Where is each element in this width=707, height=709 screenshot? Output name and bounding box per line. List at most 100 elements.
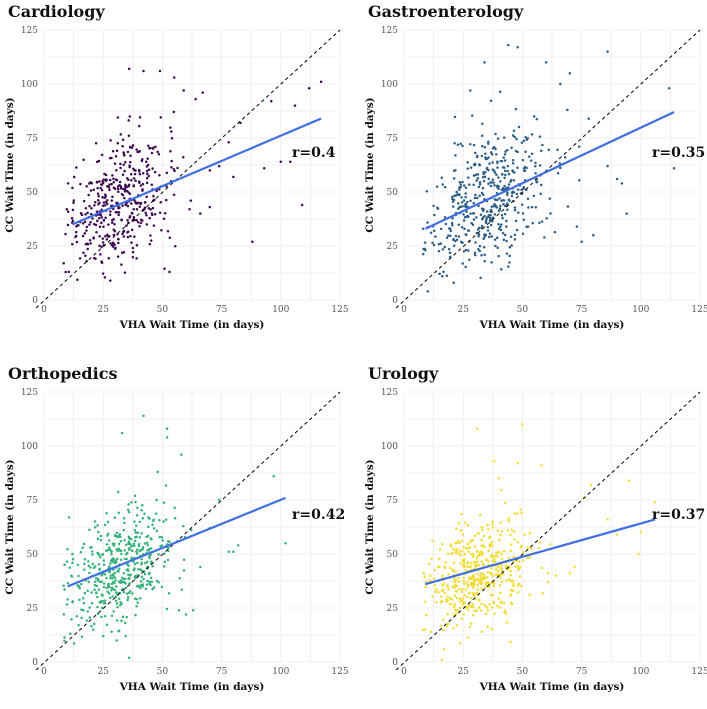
data-point <box>498 606 501 609</box>
data-point <box>66 210 70 214</box>
data-point <box>507 183 511 186</box>
data-point <box>227 141 230 144</box>
data-point <box>120 431 124 435</box>
data-point <box>432 243 436 247</box>
data-point <box>506 186 510 189</box>
data-point <box>526 197 530 201</box>
data-point <box>503 153 507 156</box>
data-point <box>468 625 472 629</box>
x-tick-label: 50 <box>517 667 529 677</box>
data-point <box>496 529 500 532</box>
data-point <box>89 189 93 192</box>
data-point <box>483 61 486 64</box>
data-point <box>136 506 139 510</box>
identity-line <box>35 29 341 309</box>
data-point <box>530 546 533 550</box>
data-point <box>135 219 138 222</box>
data-point <box>511 162 515 165</box>
data-point <box>107 184 110 188</box>
data-point <box>492 581 496 585</box>
data-point <box>108 213 112 217</box>
data-point <box>110 589 113 592</box>
data-point <box>497 176 500 179</box>
data-point <box>125 615 129 619</box>
data-point <box>123 169 126 173</box>
data-point <box>462 560 465 563</box>
data-point <box>481 209 485 213</box>
data-point <box>480 134 484 137</box>
data-point <box>109 139 112 142</box>
data-point <box>435 588 438 591</box>
data-point <box>521 423 524 426</box>
data-point <box>497 187 500 190</box>
data-point <box>115 149 119 152</box>
data-point <box>182 155 185 159</box>
data-point <box>426 290 429 293</box>
data-point <box>86 610 89 613</box>
x-tick-label: 0 <box>401 667 407 677</box>
data-point <box>466 581 469 584</box>
data-point <box>475 216 478 219</box>
data-point <box>476 549 479 552</box>
data-point <box>116 185 120 188</box>
data-point <box>486 225 490 229</box>
data-point <box>96 595 99 599</box>
data-point <box>452 244 456 247</box>
data-point <box>432 229 436 232</box>
data-point <box>496 555 499 558</box>
data-point <box>158 535 162 539</box>
data-point <box>482 534 486 538</box>
x-tick-label: 100 <box>272 305 289 315</box>
data-point <box>540 566 544 570</box>
data-point <box>132 544 136 548</box>
data-point <box>180 588 184 592</box>
data-point <box>141 182 145 186</box>
data-point <box>437 249 441 253</box>
x-tick-label: 50 <box>157 305 169 315</box>
data-point <box>467 229 471 232</box>
data-point <box>131 246 135 250</box>
data-point <box>71 219 75 223</box>
data-point <box>112 218 115 221</box>
data-point <box>127 535 131 539</box>
data-point <box>488 535 492 539</box>
data-point <box>151 523 154 526</box>
data-point <box>100 606 104 610</box>
data-point <box>500 173 504 176</box>
data-point <box>178 577 181 580</box>
data-point <box>606 164 609 168</box>
data-point <box>458 588 461 591</box>
data-point <box>653 500 657 504</box>
data-point <box>135 207 139 211</box>
data-point <box>529 159 533 162</box>
data-point <box>503 176 506 180</box>
data-point <box>124 183 127 186</box>
data-point <box>475 609 478 613</box>
data-point <box>495 173 498 176</box>
data-point <box>437 242 441 246</box>
data-point <box>487 549 490 553</box>
data-point <box>63 563 66 566</box>
data-point <box>452 281 455 284</box>
data-point <box>107 257 111 260</box>
data-point <box>208 169 212 172</box>
data-point <box>516 166 519 170</box>
data-point <box>112 181 115 184</box>
data-point <box>137 542 141 546</box>
data-point <box>82 542 86 546</box>
data-point <box>150 212 154 215</box>
data-point <box>472 201 475 205</box>
data-point <box>511 190 514 193</box>
data-point <box>62 262 65 265</box>
data-point <box>449 566 452 570</box>
data-point <box>123 271 127 274</box>
data-point <box>491 161 494 164</box>
data-point <box>95 231 98 234</box>
y-tick-label: 75 <box>27 496 39 506</box>
data-point <box>134 536 137 539</box>
data-point <box>129 234 132 238</box>
data-point <box>84 206 88 210</box>
data-point <box>152 224 156 227</box>
data-point <box>423 575 426 578</box>
data-point <box>80 616 83 620</box>
